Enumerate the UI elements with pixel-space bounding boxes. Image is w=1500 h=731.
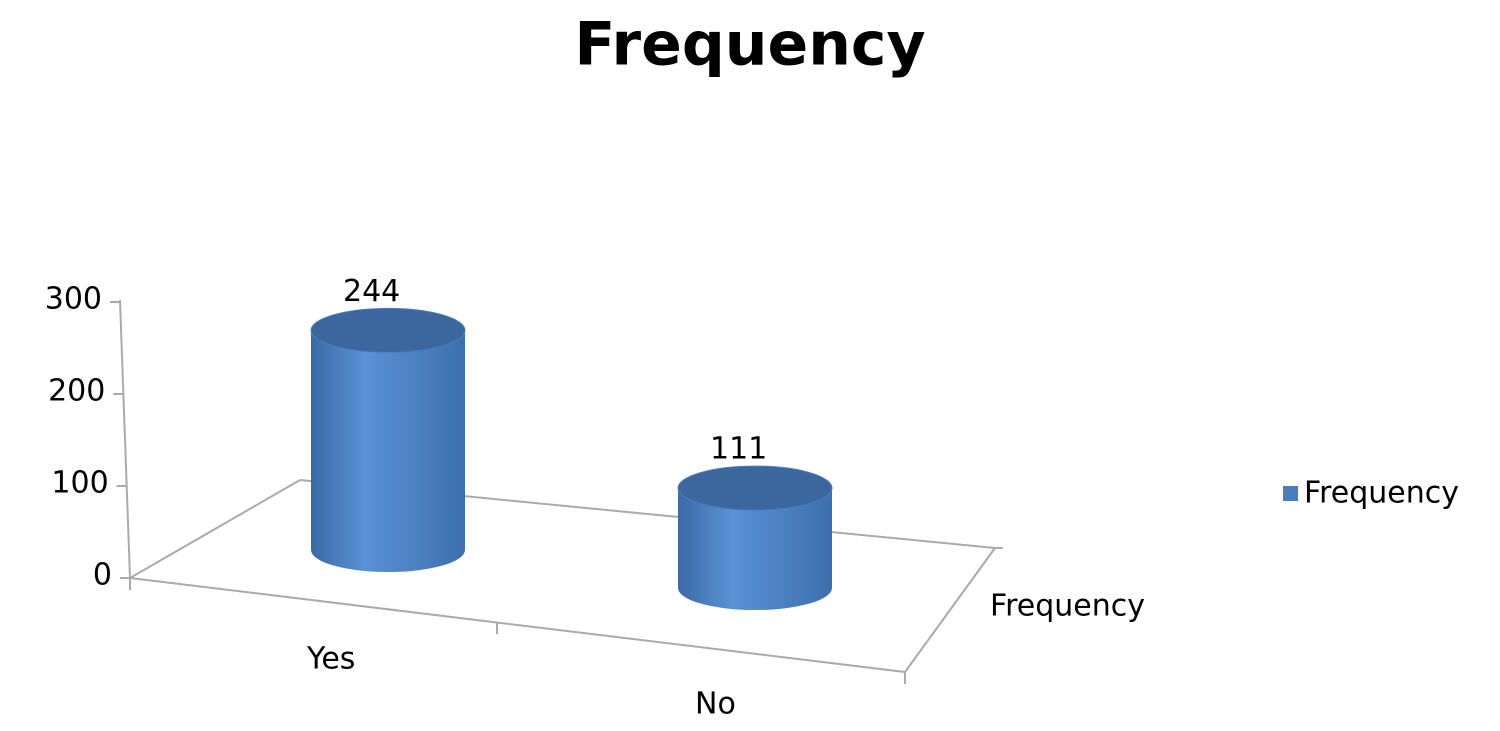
y-tick-label: 100 <box>51 466 108 501</box>
x-tick-label: Yes <box>306 642 355 677</box>
data-label: 111 <box>710 432 767 467</box>
y-tick-label: 0 <box>93 558 112 593</box>
y-tick-label: 300 <box>45 282 102 317</box>
cylinder <box>310 307 466 572</box>
cylinder-body <box>311 330 465 572</box>
data-label: 244 <box>343 274 400 309</box>
legend-label: Frequency <box>1304 476 1459 511</box>
cylinder-top <box>310 307 466 353</box>
y-tick-label: 200 <box>48 374 105 409</box>
floor <box>119 299 1003 684</box>
depth-label: Frequency <box>990 589 1145 624</box>
cylinder-top <box>677 465 833 511</box>
cylinder-body <box>678 488 832 610</box>
x-tick-label: No <box>695 687 736 722</box>
cylinder <box>677 465 833 610</box>
legend-swatch <box>1283 486 1298 501</box>
chart-title: Frequency <box>574 10 925 80</box>
